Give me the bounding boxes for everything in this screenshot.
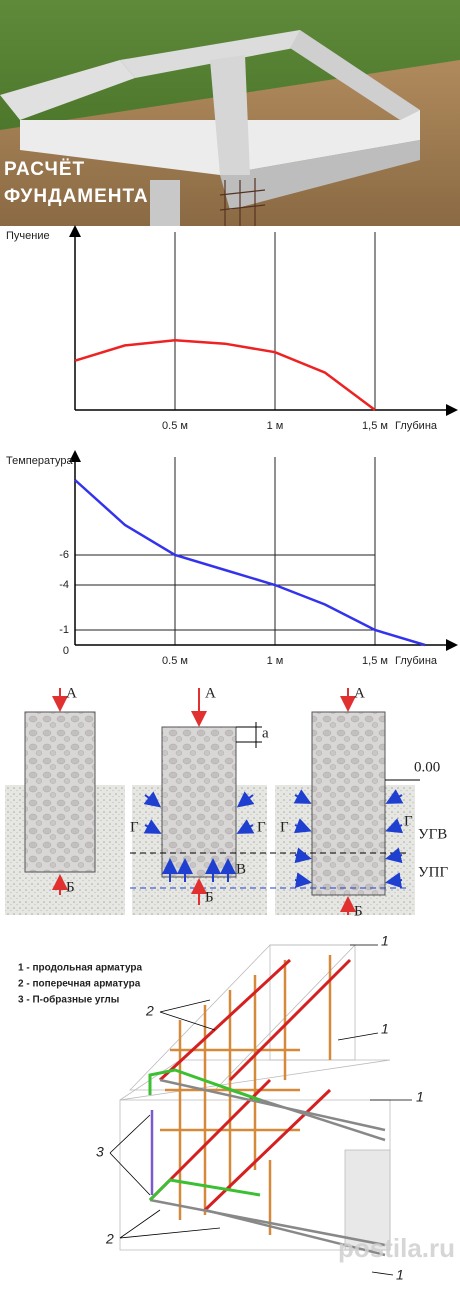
- x-tick-label: 1,5 м: [362, 655, 388, 667]
- x-axis-label: Глубина: [395, 420, 438, 432]
- load-label: А: [354, 685, 365, 701]
- side-label: Г: [404, 813, 413, 829]
- banner-photo: [0, 0, 460, 226]
- load-label: А: [205, 685, 216, 701]
- x-axis-label: Глубина: [395, 655, 438, 667]
- side-label: Г: [130, 819, 139, 835]
- y-tick-label: -4: [59, 579, 69, 591]
- load-label: Б: [354, 903, 363, 919]
- load-label: А: [66, 685, 77, 701]
- data-line: [74, 339, 376, 412]
- banner-title: РАСЧЁТ: [4, 159, 85, 180]
- callout: 2: [105, 1231, 114, 1247]
- legend-item: 2 - поперечная арматура: [18, 979, 141, 990]
- y-tick-label: -6: [59, 549, 69, 561]
- load-label: Б: [66, 879, 75, 895]
- side-label: Г: [280, 819, 289, 835]
- y-tick-label: -1: [59, 624, 69, 636]
- callout: 1: [381, 1021, 389, 1037]
- groundwater-label: УГВ: [418, 826, 447, 842]
- x-tick-label: 0.5 м: [162, 420, 188, 432]
- load-label: Б: [205, 889, 214, 905]
- x-tick-label: 1 м: [267, 420, 284, 432]
- callout: 1: [416, 1089, 424, 1105]
- watermark: postila.ru: [338, 1233, 455, 1263]
- callout: 1: [396, 1267, 404, 1283]
- base-label: В: [236, 861, 246, 877]
- x-tick-label: 0.5 м: [162, 655, 188, 667]
- y-axis-label: Температура: [6, 455, 74, 467]
- load-diagram: [5, 688, 420, 915]
- legend-item: 3 - П-образные углы: [18, 994, 119, 1006]
- x-tick-label: 1 м: [267, 655, 284, 667]
- callout: 1: [381, 933, 389, 949]
- side-label: Г: [257, 819, 266, 835]
- y-axis-label: Пучение: [6, 230, 50, 242]
- rebar-diagram: [109, 944, 412, 1276]
- banner-title: ФУНДАМЕНТА: [4, 186, 149, 207]
- frost-label: УПГ: [418, 864, 448, 880]
- y-tick-label: 0: [63, 645, 69, 657]
- height-mark: а: [262, 725, 269, 741]
- x-tick-label: 1,5 м: [362, 420, 388, 432]
- callout: 3: [96, 1144, 104, 1160]
- callout: 2: [145, 1003, 154, 1019]
- legend-item: 1 - продольная арматура: [18, 963, 143, 974]
- level-label: 0.00: [414, 759, 440, 775]
- data-line: [74, 479, 426, 647]
